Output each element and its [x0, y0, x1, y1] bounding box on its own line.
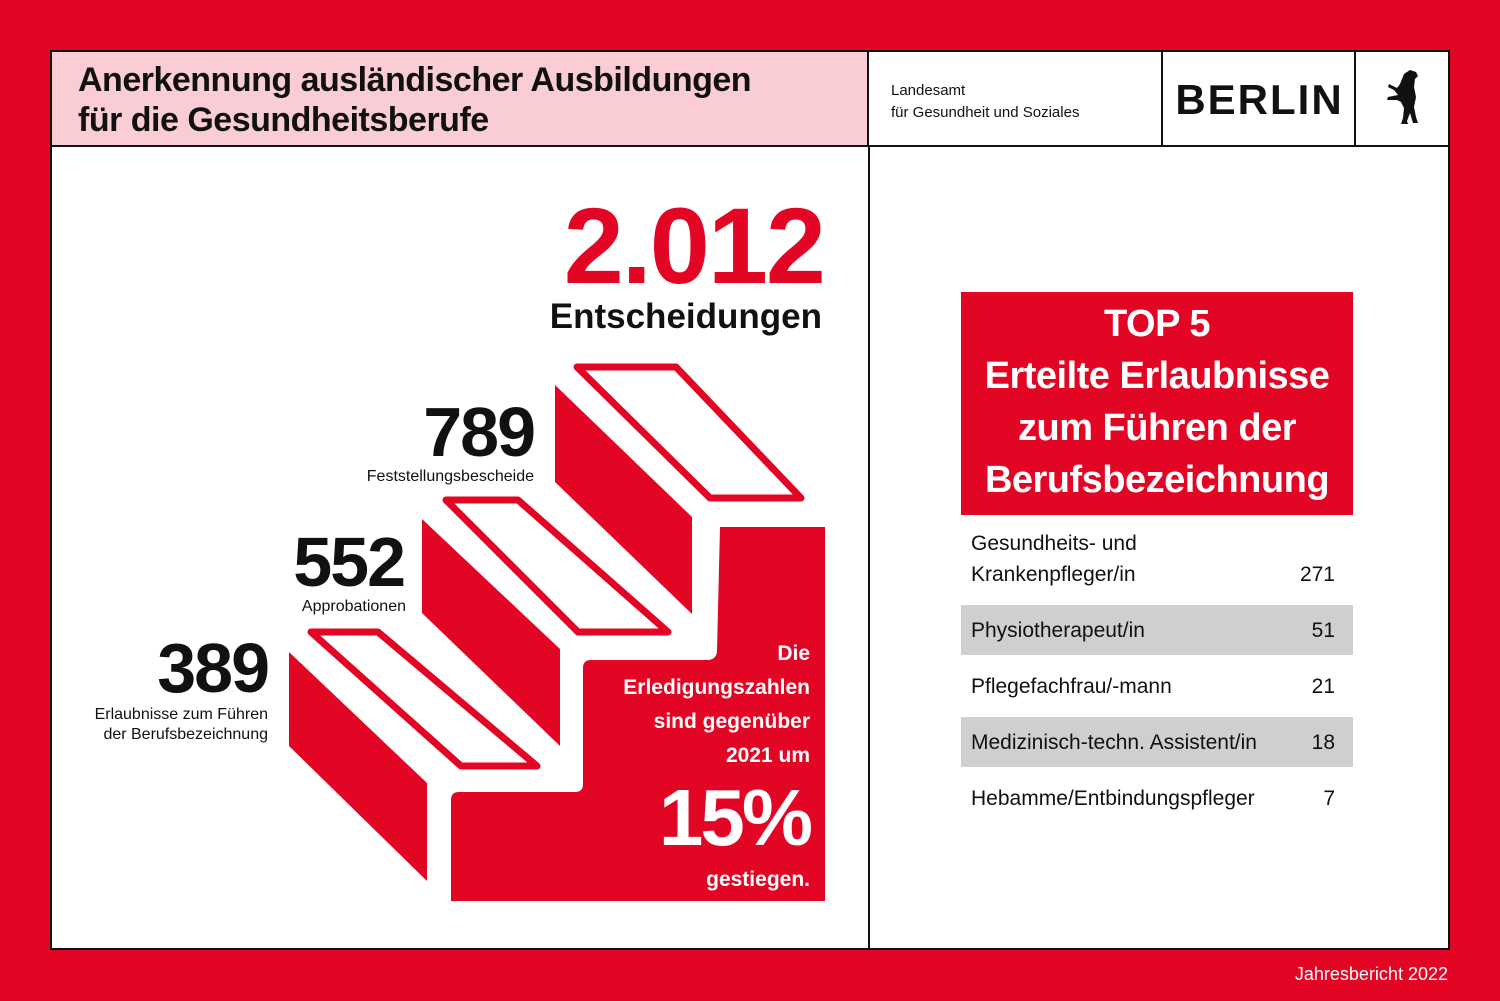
title-line-1: Anerkennung ausländischer Ausbildungen	[78, 61, 752, 99]
row-name: Physiotherapeut/in	[971, 618, 1145, 642]
stat-label-approbationen: Approbationen	[301, 598, 406, 615]
stat-value-approbationen: 552	[293, 523, 406, 601]
table-row: Gesundheits- und Krankenpfleger/in 271	[961, 528, 1353, 590]
growth-line-5: gestiegen.	[706, 868, 810, 891]
stair-riser-top	[555, 385, 692, 614]
title-line-2: für die Gesundheitsberufe	[78, 101, 489, 139]
table-row: Medizinisch-techn. Assistent/in 18	[961, 717, 1353, 767]
org-line-2: für Gesundheit und Soziales	[891, 104, 1080, 121]
footer-text: Jahresbericht 2022	[1294, 964, 1448, 984]
berlin-bear-icon	[1354, 52, 1450, 147]
top5-heading-line-2: Erteilte Erlaubnisse	[984, 355, 1330, 397]
berlin-wordmark: BERLIN	[1161, 52, 1356, 147]
row-value: 51	[1311, 618, 1335, 642]
stair-riser-middle	[422, 519, 560, 746]
row-name: Pflegefachfrau/-mann	[971, 674, 1172, 698]
stat-label-feststellungsbescheide: Feststellungsbescheide	[366, 468, 534, 485]
stat-value-erlaubnisse: 389	[157, 629, 270, 707]
table-row: Pflegefachfrau/-mann 21	[961, 661, 1353, 711]
growth-text: Die Erledigungszahlen sind gegenüber 202…	[623, 637, 813, 897]
stair-tread-top	[573, 363, 805, 502]
column-divider	[868, 147, 870, 950]
page-title: Anerkennung ausländischer Ausbildungen f…	[52, 52, 869, 147]
organization-name: Landesamt für Gesundheit und Soziales	[869, 52, 1161, 147]
growth-block	[451, 527, 825, 901]
top5-heading: TOP 5 Erteilte Erlaubnisse zum Führen de…	[961, 292, 1353, 515]
growth-line-4: 2021 um	[725, 744, 810, 767]
row-value: 21	[1311, 674, 1335, 698]
stair-tread-bottom	[307, 628, 541, 770]
row-name: Hebamme/Entbindungspfleger	[971, 786, 1255, 810]
stair-tread-middle	[442, 496, 672, 636]
top5-heading-line-4: Berufsbezeichnung	[984, 459, 1330, 501]
stat-label-erlaubnisse: Erlaubnisse zum Führen der Berufsbezeich…	[95, 705, 268, 745]
row-name-line-1: Gesundheits- und	[971, 532, 1137, 555]
top5-heading-line-3: zum Führen der	[1017, 407, 1297, 449]
org-line-1: Landesamt	[891, 82, 966, 99]
growth-line-3: sind gegenüber	[653, 710, 810, 733]
row-value: 7	[1323, 786, 1335, 810]
row-value: 271	[1299, 563, 1335, 586]
stat-label-line-1: Erlaubnisse zum Führen	[94, 706, 268, 723]
stat-label-line-2: der Berufsbezeichnung	[103, 726, 268, 743]
growth-line-1: Die	[777, 642, 810, 665]
table-row: Hebamme/Entbindungspfleger 7	[961, 773, 1353, 823]
stat-value-feststellungsbescheide: 789	[423, 393, 536, 471]
row-name: Medizinisch-techn. Assistent/in	[971, 730, 1257, 754]
top5-heading-line-1: TOP 5	[1104, 303, 1210, 345]
total-label: Entscheidungen	[549, 297, 822, 336]
row-name: Gesundheits- und Krankenpfleger/in	[971, 528, 1137, 590]
growth-line-2: Erledigungszahlen	[623, 676, 810, 699]
row-value: 18	[1311, 730, 1335, 754]
growth-percent: 15%	[658, 773, 813, 862]
table-row: Physiotherapeut/in 51	[961, 605, 1353, 655]
total-value: 2.012	[563, 185, 826, 306]
stair-riser-bottom	[289, 652, 427, 881]
row-name-line-2: Krankenpfleger/in	[971, 563, 1136, 586]
